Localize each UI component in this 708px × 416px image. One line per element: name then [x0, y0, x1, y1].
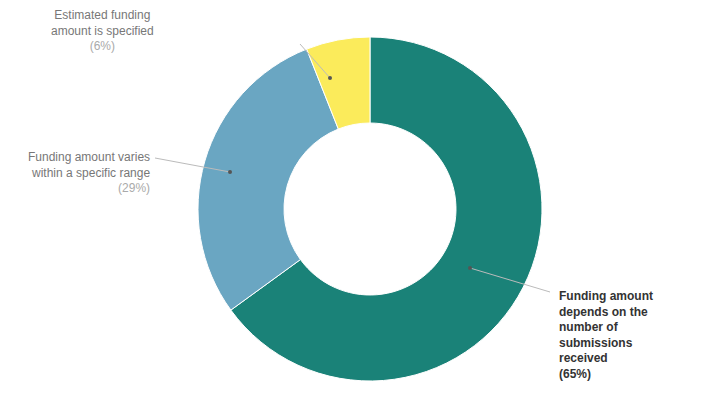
svg-text:Funding amount varieswithin a: Funding amount varieswithin a specific r… [28, 150, 150, 195]
svg-text:Funding amountdepends on thenu: Funding amountdepends on thenumber ofsub… [559, 289, 653, 381]
svg-text:Estimated fundingamount is spe: Estimated fundingamount is specified(6%) [51, 8, 154, 53]
